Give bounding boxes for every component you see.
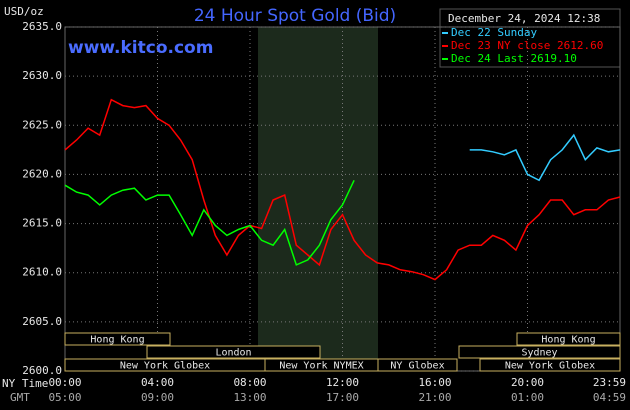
session-label: Sydney (521, 348, 557, 359)
session-label: New York Globex (505, 361, 595, 372)
series-line (64, 179, 355, 266)
x-tick-label: 16:00 (418, 376, 451, 389)
chart-title: 24 Hour Spot Gold (Bid) (194, 6, 396, 26)
session-label: Hong Kong (541, 335, 595, 346)
session-box (377, 358, 458, 372)
source: www.kitco.com (68, 38, 213, 58)
session-label: New York NYMEX (279, 361, 363, 372)
legend-entry: Dec 23 NY close 2612.60 (451, 39, 603, 52)
y-unit: USD/oz (4, 5, 44, 18)
series-line (64, 98, 621, 281)
session-label: New York Globex (120, 361, 210, 372)
y-tick-label: 2635.0 (22, 20, 62, 33)
y-tick-label: 2610.0 (22, 266, 62, 279)
legend-entry: Dec 22 Sunday (451, 26, 537, 39)
y-tick-label: 2630.0 (22, 69, 62, 82)
x2-tick-label: 05:00 (48, 391, 81, 404)
session-box (479, 358, 621, 372)
x-row-label: GMT (10, 391, 30, 404)
date: December 24, 2024 12:38 (448, 12, 600, 25)
session-box (64, 332, 171, 346)
session-box (146, 345, 321, 359)
y-tick-label: 2605.0 (22, 315, 62, 328)
x-tick-label: 12:00 (326, 376, 359, 389)
session-box (516, 332, 621, 346)
legend-entry: Dec 24 Last 2619.10 (451, 52, 577, 65)
x-tick-label: 23:59 (593, 376, 626, 389)
session-label: London (215, 348, 251, 359)
x2-tick-label: 09:00 (141, 391, 174, 404)
series-line (469, 133, 621, 182)
y-tick-label: 2600.0 (22, 364, 62, 377)
session-label: NY Globex (390, 361, 444, 372)
x2-tick-label: 17:00 (326, 391, 359, 404)
x-tick-label: 20:00 (511, 376, 544, 389)
session-label: Hong Kong (90, 335, 144, 346)
x-tick-label: 08:00 (233, 376, 266, 389)
x2-tick-label: 21:00 (418, 391, 451, 404)
x-tick-label: 04:00 (141, 376, 174, 389)
x2-tick-label: 13:00 (233, 391, 266, 404)
legend-box (439, 8, 621, 68)
x-row-label: NY Time (2, 377, 48, 390)
x2-tick-label: 04:59 (593, 391, 626, 404)
y-tick-label: 2615.0 (22, 217, 62, 230)
y-tick-label: 2625.0 (22, 118, 62, 131)
nymex-shade (258, 27, 378, 371)
y-tick-label: 2620.0 (22, 167, 62, 180)
x-tick-label: 00:00 (48, 376, 81, 389)
x2-tick-label: 01:00 (511, 391, 544, 404)
session-box (458, 345, 621, 359)
